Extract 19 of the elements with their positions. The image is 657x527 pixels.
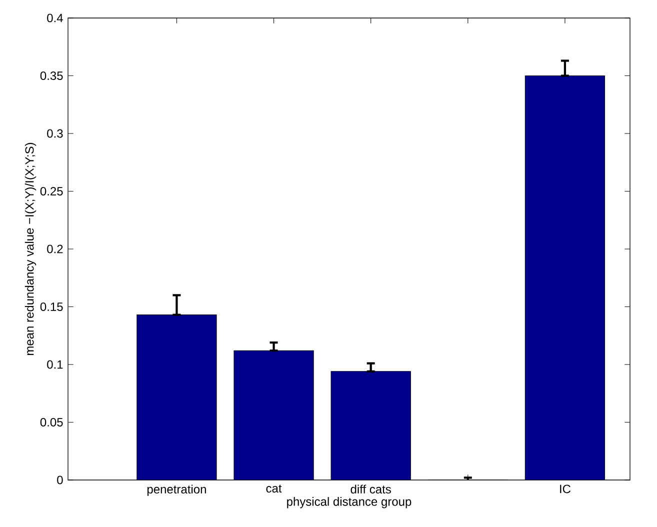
- x-tick-label: diff cats: [350, 484, 391, 494]
- y-axis-title: mean redundancy value −I(X;Y)/I(X;Y;S): [24, 142, 36, 356]
- bar: [524, 75, 606, 480]
- y-tick-label: 0.25: [40, 186, 63, 196]
- bar: [234, 350, 314, 480]
- y-tick-label: 0.15: [40, 302, 63, 311]
- y-tick-label: 0.35: [40, 71, 63, 80]
- y-tick-label: 0.2: [47, 244, 63, 254]
- y-tick-label: 0.3: [47, 129, 63, 138]
- x-tick-label: IC: [560, 484, 571, 494]
- bar: [331, 371, 411, 480]
- x-tick-label: penetration: [147, 484, 206, 496]
- y-tick-label: 0.1: [47, 360, 63, 369]
- y-tick-label: 0.05: [40, 418, 63, 426]
- x-axis-title: physical distance group: [287, 497, 412, 508]
- bar: [136, 314, 217, 480]
- y-tick-label: 0: [57, 476, 63, 484]
- y-tick-label: 0.4: [47, 14, 63, 22]
- x-tick-label: cat: [266, 484, 282, 493]
